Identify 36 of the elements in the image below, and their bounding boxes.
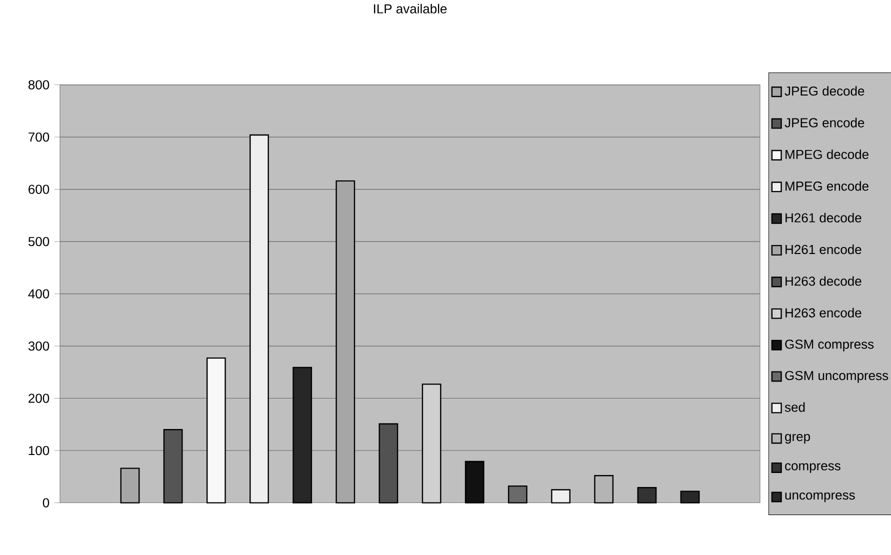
bar (292, 366, 312, 504)
legend-label: H261 encode (786, 244, 862, 254)
bar (551, 489, 570, 504)
y-tick-label: 700 (28, 132, 50, 142)
y-tick-label: 100 (28, 446, 50, 456)
legend-label: H263 decode (786, 276, 862, 286)
y-tick-label: 200 (28, 394, 50, 403)
bar (206, 357, 226, 504)
legend-label: MPEG decode (786, 149, 868, 160)
y-tick-label: 800 (28, 80, 50, 90)
bar (163, 429, 183, 504)
legend-label: JPEG decode (784, 86, 864, 96)
y-tick-label: 400 (28, 289, 50, 298)
bar (120, 468, 140, 504)
y-tick-label: 0 (42, 498, 50, 508)
legend-label: GSM uncompress (785, 370, 888, 383)
chart-title: ILP available (374, 4, 447, 14)
legend-label: sed (784, 402, 805, 412)
bar (378, 423, 398, 504)
legend-label: grep (785, 434, 810, 444)
y-tick-label: 300 (28, 341, 50, 351)
y-tick-label: 500 (28, 236, 50, 246)
bar (637, 487, 657, 504)
bar (250, 134, 269, 504)
y-tick-label: 600 (28, 184, 50, 194)
legend-label: H263 encode (786, 308, 862, 318)
legend-label: H261 decode (786, 212, 862, 222)
legend-label: uncompress (785, 492, 855, 502)
bar (464, 460, 484, 504)
bar (422, 384, 442, 504)
legend-label: compress (785, 463, 840, 473)
bar (680, 490, 700, 504)
legend-label: MPEG encode (786, 181, 868, 191)
legend-label: GSM compress (785, 340, 874, 352)
bar (336, 180, 356, 504)
legend-label: JPEG encode (784, 118, 864, 128)
